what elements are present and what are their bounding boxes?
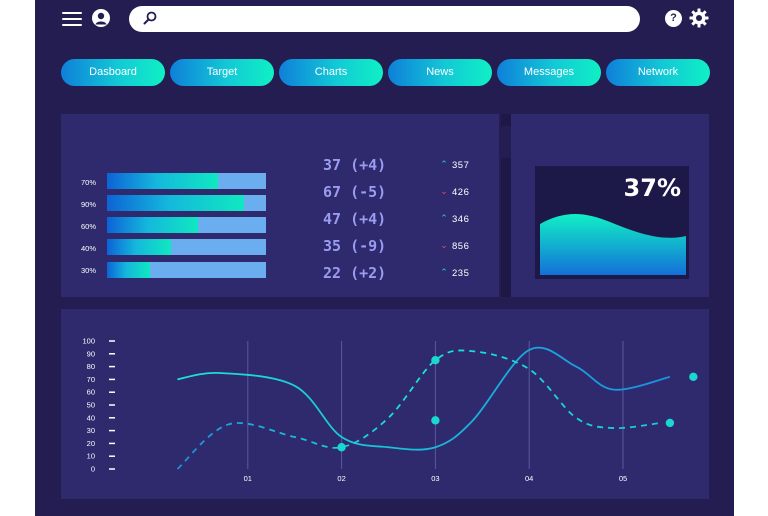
progress-fill xyxy=(107,195,244,211)
tab-target[interactable]: Target xyxy=(170,59,274,86)
tab-charts[interactable]: Charts xyxy=(279,59,383,86)
tab-dashboard[interactable]: Dasboard xyxy=(61,59,165,86)
percent-card: 37% xyxy=(535,166,689,279)
search-icon xyxy=(143,11,157,25)
stat-value: 67 (-5) xyxy=(323,183,387,201)
progress-fill xyxy=(107,217,198,233)
stat-value: 22 (+2) xyxy=(323,264,387,282)
stat-count: 426 xyxy=(452,187,470,198)
search-bar[interactable] xyxy=(129,6,640,32)
trend-down-icon: ⌄ xyxy=(440,241,448,251)
y-tick-label: 0 xyxy=(91,465,95,474)
trend-up-icon: ⌃ xyxy=(440,214,448,224)
progress-bar xyxy=(107,195,266,211)
x-tick-label: 02 xyxy=(337,474,345,483)
divider xyxy=(501,158,511,297)
progress-bar xyxy=(107,239,266,255)
y-tick-label: 30 xyxy=(87,426,95,435)
stat-count: 357 xyxy=(452,160,470,171)
data-point xyxy=(431,356,440,365)
menu-icon[interactable] xyxy=(62,12,82,26)
bar-label: 40% xyxy=(81,244,97,253)
series-line-solid xyxy=(177,346,671,451)
stat-value: 37 (+4) xyxy=(323,156,387,174)
search-input[interactable] xyxy=(165,9,629,31)
y-tick-label: 10 xyxy=(87,452,95,461)
stats-panel: 70% 90% 60% 40% 30% 37 (+4) ⌃ 357 67 (-5… xyxy=(61,114,499,297)
y-tick-label: 100 xyxy=(82,337,95,346)
x-tick-label: 04 xyxy=(525,474,533,483)
help-icon[interactable]: ? xyxy=(665,10,682,27)
data-point xyxy=(689,372,698,382)
tab-network[interactable]: Network xyxy=(606,59,710,86)
percent-value: 37% xyxy=(623,174,681,202)
tab-news[interactable]: News xyxy=(388,59,492,86)
wave-area xyxy=(540,214,686,275)
trend-up-icon: ⌃ xyxy=(440,160,448,170)
y-tick-label: 60 xyxy=(87,388,95,397)
x-tick-label: 03 xyxy=(431,474,439,483)
line-chart-panel: 0102030405060102030405060708090100 xyxy=(61,309,709,499)
bar-label: 30% xyxy=(81,266,97,275)
stat-value: 47 (+4) xyxy=(323,210,387,228)
stat-count: 856 xyxy=(452,241,470,252)
y-tick-label: 20 xyxy=(87,439,95,448)
bar-label: 90% xyxy=(81,200,97,209)
progress-fill xyxy=(107,239,171,255)
line-chart: 0102030405060102030405060708090100 xyxy=(82,337,698,483)
y-tick-label: 70 xyxy=(87,375,95,384)
trend-up-icon: ⌃ xyxy=(440,268,448,278)
user-icon[interactable] xyxy=(92,9,110,27)
x-tick-label: 01 xyxy=(244,474,252,483)
data-point xyxy=(337,443,346,452)
progress-bar xyxy=(107,262,266,278)
stat-value: 35 (-9) xyxy=(323,237,387,255)
x-tick-label: 05 xyxy=(619,474,627,483)
gear-icon[interactable] xyxy=(689,8,709,28)
progress-bar xyxy=(107,217,266,233)
divider xyxy=(501,114,511,126)
stat-count: 235 xyxy=(452,268,470,279)
data-point xyxy=(665,418,675,428)
trend-down-icon: ⌄ xyxy=(440,187,448,197)
bar-label: 60% xyxy=(81,222,97,231)
dashboard-frame: ? Dasboard Target Charts News Messages N… xyxy=(35,0,734,516)
data-point xyxy=(431,416,440,425)
progress-fill xyxy=(107,262,150,278)
percent-panel: 37% xyxy=(511,114,709,297)
stat-count: 346 xyxy=(452,214,470,225)
progress-fill xyxy=(107,173,219,189)
y-tick-label: 90 xyxy=(87,349,95,358)
tab-messages[interactable]: Messages xyxy=(497,59,601,86)
y-tick-label: 50 xyxy=(87,401,95,410)
series-line-dashed xyxy=(176,349,661,470)
y-tick-label: 80 xyxy=(87,362,95,371)
progress-bar xyxy=(107,173,266,189)
nav-tabs: Dasboard Target Charts News Messages Net… xyxy=(61,59,711,86)
y-tick-label: 40 xyxy=(87,413,95,422)
bar-label: 70% xyxy=(81,178,97,187)
